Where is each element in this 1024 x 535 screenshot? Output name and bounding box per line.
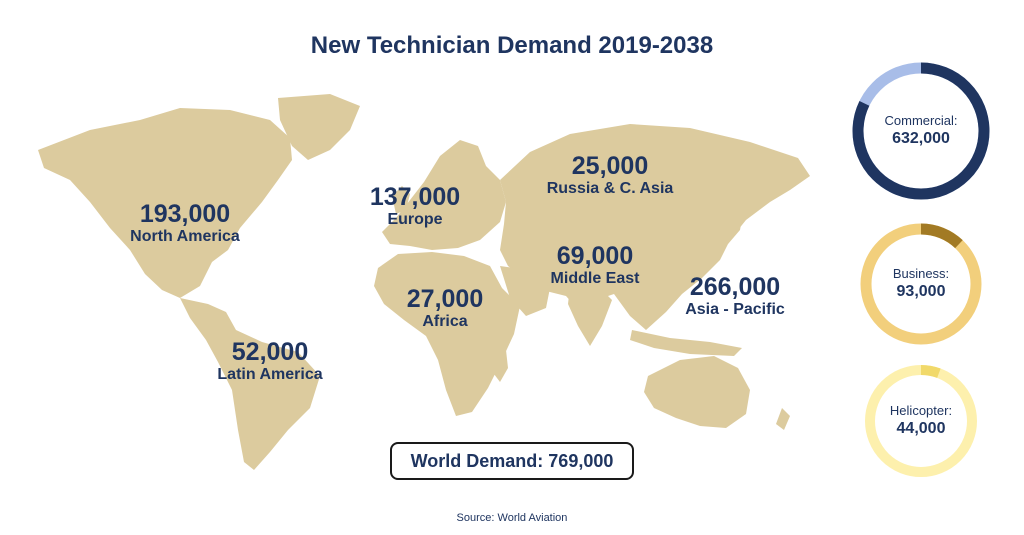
helicopter-ring-arc xyxy=(865,365,977,477)
business-label: Business: xyxy=(892,266,950,281)
region-value: 52,000 xyxy=(231,338,309,366)
business-value: 93,000 xyxy=(896,283,946,300)
australia-landmass xyxy=(644,356,750,428)
region-name: Africa xyxy=(422,313,468,330)
india-landmass xyxy=(568,286,612,346)
region-name: North America xyxy=(130,228,240,245)
indonesia-landmass xyxy=(630,330,742,356)
region-russia: 25,000 Russia & C. Asia xyxy=(530,152,690,198)
region-name: Latin America xyxy=(217,366,323,383)
new-zealand-landmass xyxy=(776,408,790,430)
region-value: 266,000 xyxy=(689,273,781,301)
latin-america-landmass xyxy=(180,298,320,470)
business-donut: Business: 93,000 xyxy=(859,222,983,346)
helicopter-donut: Helicopter: 44,000 xyxy=(864,364,978,478)
commercial-donut: Commercial: 632,000 xyxy=(851,61,991,201)
region-middle-east: 69,000 Middle East xyxy=(520,242,670,288)
region-value: 69,000 xyxy=(556,242,634,270)
region-value: 27,000 xyxy=(406,285,484,313)
business-ring-arc xyxy=(860,223,982,345)
region-latin-america: 52,000 Latin America xyxy=(195,338,345,384)
helicopter-label: Helicopter: xyxy=(889,403,953,418)
region-value: 193,000 xyxy=(139,200,231,228)
europe-landmass xyxy=(382,140,506,250)
arabia-landmass xyxy=(500,266,550,316)
uk-landmass xyxy=(392,186,410,214)
region-africa: 27,000 Africa xyxy=(380,285,510,331)
greenland-landmass xyxy=(278,94,360,160)
region-name: Europe xyxy=(387,211,443,228)
region-asia-pacific: 266,000 Asia - Pacific xyxy=(665,273,805,319)
asia-landmass xyxy=(500,124,810,330)
commercial-ring-arc xyxy=(852,62,990,200)
madagascar-landmass xyxy=(494,350,508,382)
region-europe: 137,000 Europe xyxy=(345,183,485,229)
region-name: Russia & C. Asia xyxy=(546,180,674,197)
commercial-value: 632,000 xyxy=(892,130,950,147)
helicopter-value: 44,000 xyxy=(896,420,946,437)
region-north-america: 193,000 North America xyxy=(110,200,260,246)
japan-landmass xyxy=(722,202,744,244)
source-note: Source: World Aviation xyxy=(456,512,568,524)
world-map xyxy=(38,94,810,470)
region-name: Middle East xyxy=(550,270,640,287)
africa-landmass xyxy=(374,252,520,416)
commercial-label: Commercial: xyxy=(884,113,958,128)
region-value: 137,000 xyxy=(369,183,461,211)
world-demand-box: World Demand: 769,000 xyxy=(390,442,634,480)
region-value: 25,000 xyxy=(571,152,649,180)
chart-title: New Technician Demand 2019-2038 xyxy=(310,32,714,59)
region-name: Asia - Pacific xyxy=(685,301,785,318)
north-america-landmass xyxy=(38,108,292,298)
